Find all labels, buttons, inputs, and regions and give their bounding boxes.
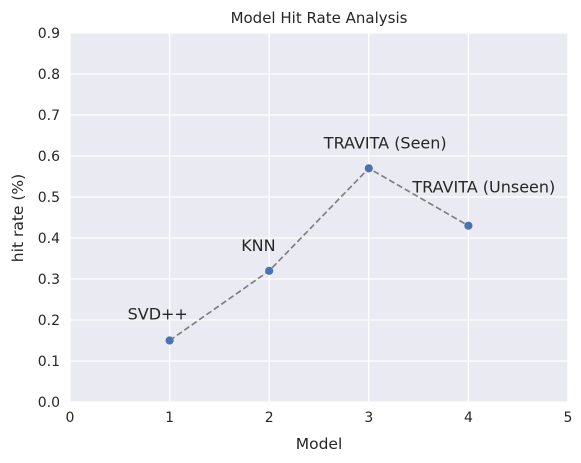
y-tick-label: 0.2	[38, 313, 60, 329]
series-line	[169, 167, 469, 342]
y-tick-label: 0.6	[38, 149, 60, 165]
point-label: TRAVITA (Unseen)	[411, 178, 555, 197]
grid-lines	[69, 32, 569, 403]
data-point	[165, 336, 174, 345]
y-tick-label: 0.5	[38, 190, 60, 206]
y-tick-label: 0.0	[38, 395, 60, 411]
y-tick-label: 0.1	[38, 354, 60, 370]
x-axis-label: Model	[296, 435, 343, 453]
x-tick-label: 2	[265, 410, 274, 426]
chart-title: Model Hit Rate Analysis	[231, 9, 408, 27]
x-tick-label: 0	[66, 410, 75, 426]
point-label: KNN	[241, 236, 275, 255]
y-tick-label: 0.9	[38, 26, 60, 42]
x-tick-labels: 0 1 2 3 4 5	[66, 410, 573, 426]
data-points	[165, 164, 473, 345]
y-tick-labels: 0.0 0.1 0.2 0.3 0.4 0.5 0.6 0.7 0.8 0.9	[38, 26, 60, 411]
x-tick-label: 5	[564, 410, 573, 426]
data-point	[265, 266, 274, 275]
plot-area	[70, 33, 568, 402]
x-tick-label: 3	[364, 410, 373, 426]
y-axis-label: hit rate (%)	[9, 174, 27, 262]
y-tick-label: 0.8	[38, 67, 60, 83]
y-tick-label: 0.7	[38, 108, 60, 124]
y-tick-label: 0.4	[38, 231, 60, 247]
y-tick-label: 0.3	[38, 272, 60, 288]
point-label: SVD++	[128, 305, 188, 324]
data-point	[364, 164, 373, 173]
data-point	[464, 221, 473, 230]
x-tick-label: 1	[165, 410, 174, 426]
x-tick-label: 4	[464, 410, 473, 426]
point-label: TRAVITA (Seen)	[323, 133, 447, 152]
point-annotations: SVD++ KNN TRAVITA (Seen) TRAVITA (Unseen)	[128, 133, 556, 323]
